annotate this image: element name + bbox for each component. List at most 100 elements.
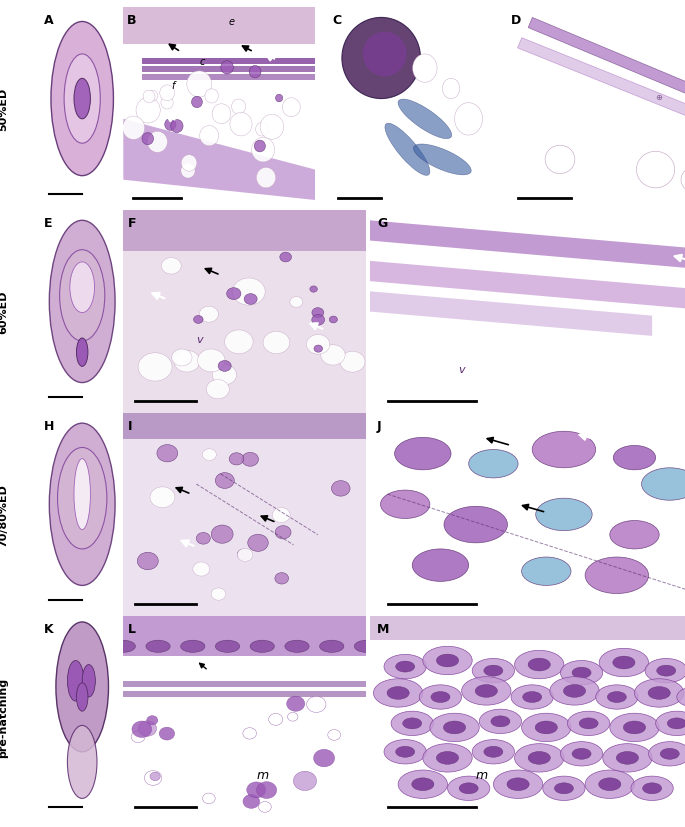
Circle shape — [447, 777, 490, 801]
Circle shape — [275, 573, 288, 585]
Circle shape — [272, 508, 290, 523]
Circle shape — [332, 481, 350, 496]
Ellipse shape — [60, 251, 105, 342]
Circle shape — [193, 562, 210, 576]
Circle shape — [192, 97, 202, 108]
Circle shape — [523, 691, 542, 703]
Circle shape — [49, 423, 115, 586]
Polygon shape — [528, 18, 685, 99]
Circle shape — [585, 770, 634, 799]
Circle shape — [147, 716, 158, 725]
Circle shape — [528, 752, 550, 764]
Circle shape — [312, 308, 324, 318]
Circle shape — [171, 121, 183, 133]
Text: v: v — [458, 365, 464, 375]
Text: m: m — [476, 768, 488, 782]
Circle shape — [199, 127, 219, 146]
Circle shape — [225, 331, 253, 354]
Text: I: I — [128, 419, 133, 433]
Circle shape — [396, 747, 414, 758]
Circle shape — [563, 685, 586, 697]
Circle shape — [310, 287, 317, 293]
Circle shape — [203, 793, 215, 804]
Text: A: A — [44, 14, 53, 27]
Circle shape — [258, 801, 271, 812]
FancyBboxPatch shape — [123, 251, 366, 414]
Circle shape — [159, 727, 175, 740]
Circle shape — [64, 55, 100, 144]
Circle shape — [535, 721, 558, 734]
FancyBboxPatch shape — [123, 8, 315, 45]
Circle shape — [321, 346, 345, 366]
Circle shape — [657, 666, 676, 676]
Circle shape — [136, 98, 160, 124]
Circle shape — [384, 655, 426, 679]
Circle shape — [543, 777, 585, 801]
Circle shape — [667, 718, 685, 729]
Circle shape — [256, 123, 269, 137]
Text: K: K — [44, 622, 53, 635]
Circle shape — [147, 91, 158, 102]
Circle shape — [387, 686, 409, 700]
Circle shape — [51, 22, 114, 176]
Circle shape — [423, 743, 472, 772]
Circle shape — [642, 468, 685, 500]
FancyBboxPatch shape — [142, 59, 315, 65]
Circle shape — [554, 783, 573, 794]
Circle shape — [181, 164, 195, 179]
Circle shape — [634, 679, 684, 707]
FancyBboxPatch shape — [370, 616, 685, 640]
Circle shape — [475, 685, 497, 697]
Circle shape — [572, 667, 591, 678]
Circle shape — [636, 152, 675, 189]
Circle shape — [514, 743, 564, 772]
Circle shape — [560, 661, 603, 685]
Ellipse shape — [146, 640, 170, 653]
Circle shape — [599, 778, 621, 791]
Circle shape — [269, 714, 283, 725]
Text: 60%ED: 60%ED — [0, 290, 8, 334]
Circle shape — [286, 696, 305, 711]
Circle shape — [275, 95, 283, 103]
Circle shape — [511, 685, 553, 710]
Circle shape — [279, 253, 292, 262]
Circle shape — [560, 742, 603, 766]
Ellipse shape — [385, 124, 430, 176]
Circle shape — [610, 714, 659, 742]
Circle shape — [221, 61, 234, 75]
Circle shape — [74, 79, 90, 120]
Circle shape — [436, 654, 459, 667]
Circle shape — [243, 728, 256, 739]
Text: G: G — [377, 217, 387, 230]
FancyBboxPatch shape — [123, 211, 366, 251]
Circle shape — [681, 169, 685, 193]
Polygon shape — [370, 221, 685, 271]
Circle shape — [340, 351, 365, 373]
Circle shape — [138, 353, 172, 381]
Circle shape — [631, 777, 673, 801]
Ellipse shape — [250, 640, 275, 653]
Circle shape — [312, 315, 325, 326]
Circle shape — [256, 168, 275, 189]
Text: 70/80%ED: 70/80%ED — [0, 484, 8, 546]
Circle shape — [161, 97, 173, 110]
Circle shape — [398, 770, 447, 799]
Text: H: H — [44, 419, 54, 433]
Text: pre-hatching: pre-hatching — [0, 677, 8, 758]
Circle shape — [585, 557, 649, 594]
Circle shape — [275, 526, 291, 539]
Circle shape — [596, 685, 638, 710]
Ellipse shape — [70, 262, 95, 313]
Circle shape — [212, 105, 231, 125]
Polygon shape — [370, 292, 652, 337]
Polygon shape — [370, 261, 685, 312]
Circle shape — [507, 778, 530, 791]
Circle shape — [412, 778, 434, 791]
Circle shape — [373, 679, 423, 707]
Text: ⊕: ⊕ — [656, 93, 662, 102]
Text: D: D — [511, 14, 521, 27]
Circle shape — [550, 676, 599, 705]
Circle shape — [645, 658, 685, 683]
Circle shape — [131, 731, 145, 743]
Circle shape — [215, 473, 234, 489]
